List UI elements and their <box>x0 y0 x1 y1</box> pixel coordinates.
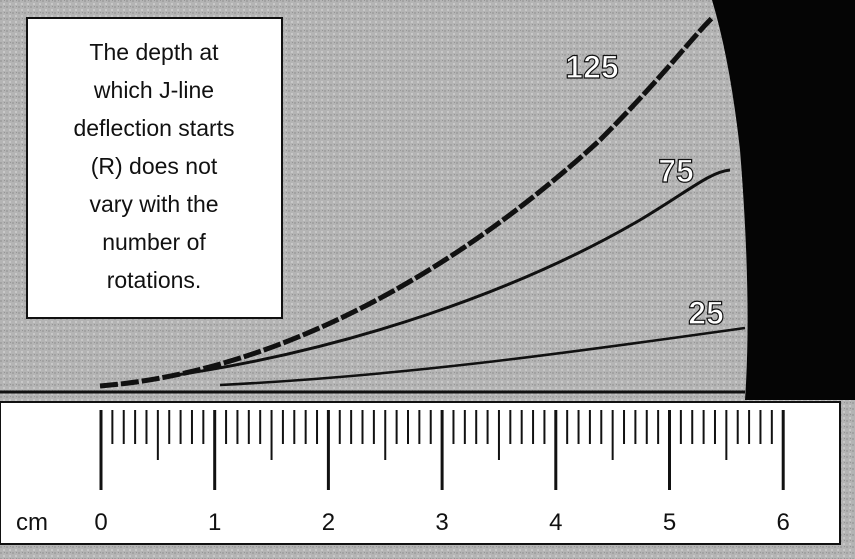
ruler-unit: cm <box>16 509 48 536</box>
annotation-line: The depth at <box>89 39 219 65</box>
figure: 125 75 25 cm The depth atwhich J-linedef… <box>0 0 855 559</box>
ruler-label: 1 <box>208 509 221 536</box>
ruler-label: 2 <box>322 509 335 536</box>
annotation-line: vary with the <box>89 191 218 217</box>
annotation-line: number of <box>102 229 206 255</box>
annotation-line: rotations. <box>107 267 202 293</box>
ruler-label: 5 <box>663 509 676 536</box>
annotation-line: which J-line <box>93 77 214 103</box>
page: 125 75 25 cm The depth atwhich J-linedef… <box>0 0 855 559</box>
ruler-label: 0 <box>94 509 107 536</box>
annotation-line: deflection starts <box>73 115 234 141</box>
curve-label: 75 <box>658 153 694 189</box>
ruler-label: 4 <box>549 509 562 536</box>
annotation-line: (R) does not <box>91 153 218 179</box>
ruler-label: 6 <box>777 509 790 536</box>
curve-label: 25 <box>688 295 724 331</box>
ruler-label: 3 <box>435 509 448 536</box>
curve-label: 125 <box>565 49 618 85</box>
